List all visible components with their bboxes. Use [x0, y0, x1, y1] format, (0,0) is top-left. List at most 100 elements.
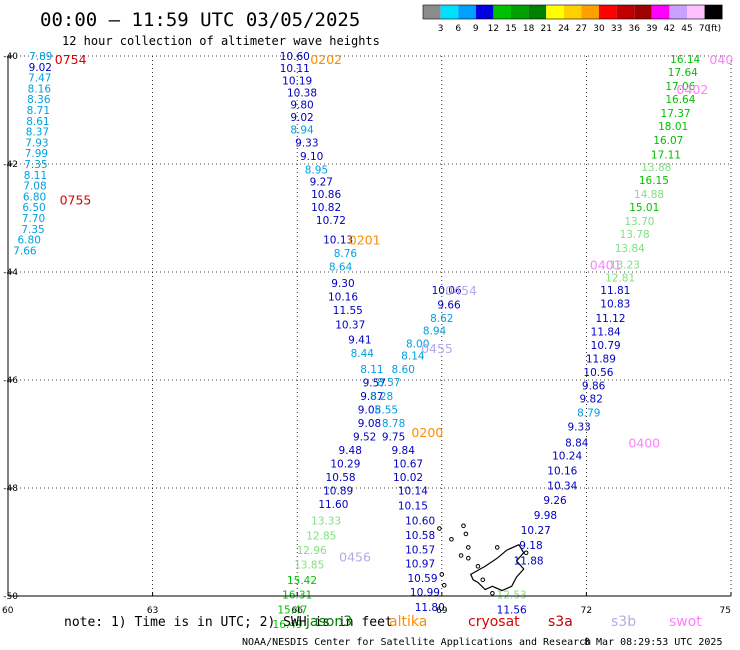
colorbar-tick-label: 6: [455, 24, 461, 34]
data-point: 13.70: [624, 216, 654, 228]
legend-item: s3a: [548, 614, 573, 630]
axes: 60 63 66 69 72 75 -40 -42 -44 -46 -48 -50: [2, 52, 732, 616]
y-tick-label: -44: [3, 268, 18, 278]
land-islet: [439, 572, 445, 577]
data-point: 9.10: [300, 151, 323, 163]
data-point: 16.14: [670, 54, 700, 66]
track-label: 0200: [411, 425, 443, 440]
data-point: 10.14: [398, 486, 428, 498]
colorbar-tick-label: 18: [523, 24, 535, 34]
x-tick-label: 63: [147, 606, 158, 616]
data-point: 13.33: [311, 515, 341, 527]
colorbar-swatch: [634, 5, 652, 19]
data-point: 17.06: [665, 81, 695, 93]
data-point: 15.42: [287, 575, 317, 587]
data-point: 10.67: [393, 459, 423, 471]
data-point: 9.02: [290, 112, 313, 124]
data-point: 10.60: [280, 51, 310, 63]
data-point: 7.35: [24, 159, 47, 171]
data-point: 13.84: [615, 243, 645, 255]
colorbar-unit: (ft): [708, 24, 722, 34]
data-point: 8.76: [334, 248, 358, 260]
note-text: note: 1) Time is in UTC; 2) SWH is in fe…: [64, 615, 393, 630]
data-point: 16.15: [639, 175, 669, 187]
data-point: 10.38: [287, 88, 317, 100]
colorbar-tick-label: 9: [473, 24, 479, 34]
data-point: 9.66: [437, 299, 461, 311]
data-point: 10.58: [326, 472, 356, 484]
colorbar-tick-label: 24: [558, 24, 570, 34]
legend-item: cryosat: [468, 614, 520, 630]
data-point: 8.62: [430, 313, 453, 325]
data-point: 11.12: [595, 313, 625, 325]
x-tick-label: 69: [436, 606, 448, 616]
data-point: 8.60: [392, 364, 415, 376]
data-point: 9.98: [534, 510, 557, 522]
track-label: 0455: [421, 341, 453, 356]
legend-item: altika: [389, 614, 427, 630]
data-point: 12.96: [297, 545, 327, 557]
data-point: 16.07: [653, 135, 683, 147]
data-point: 13.23: [610, 259, 640, 271]
data-point: 8.94: [423, 325, 447, 337]
land-islet: [475, 564, 481, 569]
data-point: 17.11: [651, 149, 681, 161]
data-point: 9.86: [582, 380, 606, 392]
track-label: 040: [709, 52, 733, 67]
y-tick-label: -50: [3, 592, 18, 602]
land-islet: [461, 523, 466, 529]
data-point: 8.11: [24, 170, 47, 182]
colorbar-swatch: [423, 5, 441, 19]
data-point: 9.33: [567, 421, 590, 433]
colorbar-swatch: [493, 5, 511, 19]
data-point: 8.00: [406, 338, 429, 350]
land-kerguelen: [437, 523, 529, 596]
data-point: 10.86: [311, 189, 341, 201]
data-point: 8.61: [26, 116, 49, 128]
data-point: 11.88: [514, 555, 544, 567]
data-point: 10.97: [405, 559, 435, 571]
y-tick-label: -40: [3, 52, 18, 62]
data-point: 11.81: [600, 285, 630, 297]
data-point: 9.33: [295, 137, 318, 149]
colorbar-tick-label: 12: [488, 24, 499, 34]
data-point: 6.80: [18, 235, 41, 247]
colorbar-swatch: [440, 5, 459, 19]
data-point: 9.82: [580, 393, 603, 405]
track-labels: 0754075502020201020004540455045604000401…: [55, 52, 734, 564]
data-point: 14.88: [634, 189, 664, 201]
data-point: 9.26: [543, 495, 567, 507]
data-point: 15.01: [629, 202, 659, 214]
track-label: 0755: [60, 193, 92, 208]
data-point: 10.27: [521, 525, 551, 537]
data-point: 10.06: [432, 285, 462, 297]
data-point: 8.78: [382, 418, 405, 430]
colorbar-swatch: [599, 5, 617, 19]
data-point: 7.35: [21, 224, 44, 236]
colorbar-swatch: [669, 5, 687, 19]
data-point: 10.56: [583, 367, 613, 379]
data-point: 17.37: [661, 108, 691, 120]
data-point: 9.52: [353, 432, 376, 444]
data-point: 10.57: [405, 545, 435, 557]
colorbar-swatch: [458, 5, 476, 19]
data-point: 8.95: [305, 164, 328, 176]
colorbar-swatch: [563, 5, 582, 19]
data-point: 8.94: [290, 124, 314, 136]
track-label: 0401: [590, 257, 622, 272]
x-tick-label: 60: [2, 606, 14, 616]
colorbar-swatch: [704, 5, 723, 19]
data-point: 11.89: [586, 353, 616, 365]
track-label: 0454: [445, 283, 477, 298]
track-label: 0201: [349, 233, 381, 248]
colorbar-tick-label: 27: [576, 24, 587, 34]
colorbar-tick-label: 3: [438, 24, 444, 34]
colorbar-swatch: [511, 5, 529, 19]
colorbar-swatch: [475, 5, 494, 19]
colorbar-tick-label: 15: [505, 24, 516, 34]
data-point: 8.28: [370, 391, 393, 403]
data-point: 10.02: [393, 472, 423, 484]
colorbar-swatch: [616, 5, 635, 19]
data-point: 10.16: [328, 291, 358, 303]
